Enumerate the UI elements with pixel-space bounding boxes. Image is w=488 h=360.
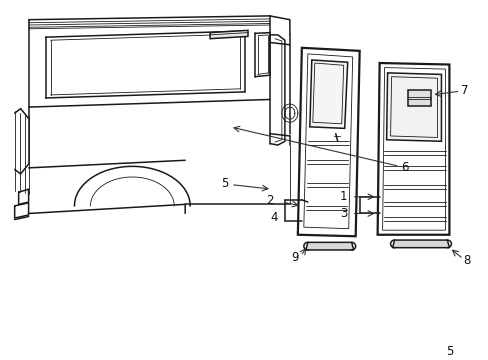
Text: 5: 5 <box>445 345 452 358</box>
Text: 3: 3 <box>339 207 346 220</box>
Text: 5: 5 <box>221 176 228 190</box>
Polygon shape <box>309 60 347 129</box>
Polygon shape <box>305 242 353 250</box>
Polygon shape <box>392 240 448 248</box>
Text: 6: 6 <box>400 161 407 174</box>
Text: 4: 4 <box>270 211 277 224</box>
Polygon shape <box>297 48 359 236</box>
Polygon shape <box>407 90 430 105</box>
Polygon shape <box>377 63 448 235</box>
Text: 2: 2 <box>265 194 273 207</box>
Polygon shape <box>210 30 247 39</box>
Text: 1: 1 <box>339 190 347 203</box>
Text: 7: 7 <box>460 84 467 97</box>
Polygon shape <box>386 73 441 141</box>
Text: 8: 8 <box>463 254 470 267</box>
Text: 9: 9 <box>290 251 298 264</box>
